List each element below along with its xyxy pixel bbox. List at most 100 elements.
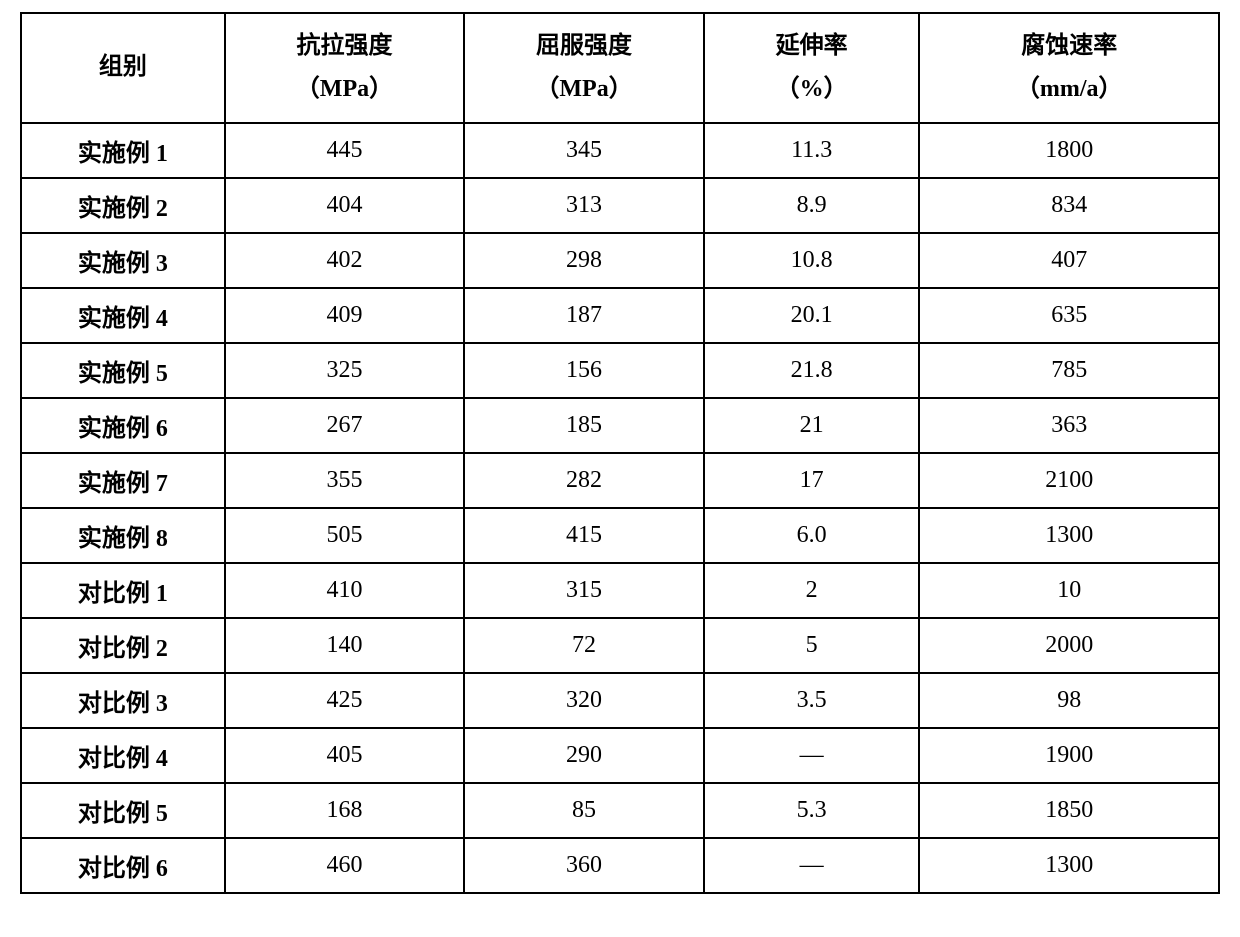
cell-corrosion: 785 bbox=[919, 343, 1219, 398]
cell-elongation: 5.3 bbox=[704, 783, 920, 838]
cell-yield: 345 bbox=[464, 123, 704, 178]
header-label: 抗拉强度 bbox=[296, 33, 392, 59]
cell-yield: 360 bbox=[464, 838, 704, 893]
cell-corrosion: 1900 bbox=[919, 728, 1219, 783]
cell-group-label: 实施例 8 bbox=[21, 508, 225, 563]
data-table: 组别 抗拉强度 （MPa） 屈服强度 （MPa） 延伸率 （%） 腐蚀速率 （m… bbox=[20, 12, 1220, 894]
table-row: 实施例 144534511.31800 bbox=[21, 123, 1219, 178]
cell-yield: 320 bbox=[464, 673, 704, 728]
cell-tensile: 405 bbox=[225, 728, 465, 783]
cell-elongation: 10.8 bbox=[704, 233, 920, 288]
table-row: 实施例 340229810.8407 bbox=[21, 233, 1219, 288]
header-unit: （MPa） bbox=[296, 76, 393, 102]
table-row: 实施例 626718521363 bbox=[21, 398, 1219, 453]
table-row: 实施例 440918720.1635 bbox=[21, 288, 1219, 343]
header-label: 组别 bbox=[99, 54, 147, 80]
header-unit: （MPa） bbox=[535, 76, 632, 102]
header-elongation: 延伸率 （%） bbox=[704, 13, 920, 123]
cell-yield: 290 bbox=[464, 728, 704, 783]
table-row: 对比例 5168855.31850 bbox=[21, 783, 1219, 838]
header-corrosion: 腐蚀速率 （mm/a） bbox=[919, 13, 1219, 123]
cell-tensile: 140 bbox=[225, 618, 465, 673]
table-row: 实施例 85054156.01300 bbox=[21, 508, 1219, 563]
header-label: 屈服强度 bbox=[536, 33, 632, 59]
cell-group-label: 实施例 4 bbox=[21, 288, 225, 343]
cell-yield: 315 bbox=[464, 563, 704, 618]
header-group: 组别 bbox=[21, 13, 225, 123]
cell-corrosion: 2100 bbox=[919, 453, 1219, 508]
cell-group-label: 实施例 1 bbox=[21, 123, 225, 178]
cell-yield: 313 bbox=[464, 178, 704, 233]
table-row: 对比例 1410315210 bbox=[21, 563, 1219, 618]
table-row: 对比例 6460360—1300 bbox=[21, 838, 1219, 893]
cell-elongation: 11.3 bbox=[704, 123, 920, 178]
cell-group-label: 对比例 5 bbox=[21, 783, 225, 838]
cell-group-label: 实施例 2 bbox=[21, 178, 225, 233]
cell-yield: 85 bbox=[464, 783, 704, 838]
cell-elongation: 2 bbox=[704, 563, 920, 618]
cell-tensile: 267 bbox=[225, 398, 465, 453]
header-tensile: 抗拉强度 （MPa） bbox=[225, 13, 465, 123]
cell-elongation: — bbox=[704, 728, 920, 783]
cell-corrosion: 1850 bbox=[919, 783, 1219, 838]
cell-group-label: 对比例 6 bbox=[21, 838, 225, 893]
cell-yield: 185 bbox=[464, 398, 704, 453]
cell-tensile: 410 bbox=[225, 563, 465, 618]
cell-elongation: 20.1 bbox=[704, 288, 920, 343]
cell-elongation: 17 bbox=[704, 453, 920, 508]
cell-tensile: 402 bbox=[225, 233, 465, 288]
cell-corrosion: 1300 bbox=[919, 838, 1219, 893]
cell-tensile: 325 bbox=[225, 343, 465, 398]
cell-tensile: 355 bbox=[225, 453, 465, 508]
cell-group-label: 实施例 6 bbox=[21, 398, 225, 453]
cell-group-label: 实施例 5 bbox=[21, 343, 225, 398]
cell-corrosion: 2000 bbox=[919, 618, 1219, 673]
cell-elongation: — bbox=[704, 838, 920, 893]
cell-elongation: 3.5 bbox=[704, 673, 920, 728]
table-row: 实施例 7355282172100 bbox=[21, 453, 1219, 508]
cell-tensile: 404 bbox=[225, 178, 465, 233]
cell-tensile: 425 bbox=[225, 673, 465, 728]
cell-elongation: 5 bbox=[704, 618, 920, 673]
table-row: 对比例 4405290—1900 bbox=[21, 728, 1219, 783]
cell-tensile: 505 bbox=[225, 508, 465, 563]
table-row: 实施例 24043138.9834 bbox=[21, 178, 1219, 233]
cell-group-label: 对比例 1 bbox=[21, 563, 225, 618]
cell-tensile: 409 bbox=[225, 288, 465, 343]
cell-corrosion: 98 bbox=[919, 673, 1219, 728]
cell-elongation: 6.0 bbox=[704, 508, 920, 563]
cell-corrosion: 363 bbox=[919, 398, 1219, 453]
cell-corrosion: 1800 bbox=[919, 123, 1219, 178]
cell-group-label: 实施例 7 bbox=[21, 453, 225, 508]
cell-corrosion: 407 bbox=[919, 233, 1219, 288]
cell-yield: 282 bbox=[464, 453, 704, 508]
cell-elongation: 21 bbox=[704, 398, 920, 453]
cell-tensile: 168 bbox=[225, 783, 465, 838]
header-unit: （mm/a） bbox=[1016, 76, 1123, 102]
cell-group-label: 对比例 4 bbox=[21, 728, 225, 783]
header-yield: 屈服强度 （MPa） bbox=[464, 13, 704, 123]
cell-group-label: 对比例 3 bbox=[21, 673, 225, 728]
cell-yield: 298 bbox=[464, 233, 704, 288]
cell-corrosion: 10 bbox=[919, 563, 1219, 618]
cell-corrosion: 635 bbox=[919, 288, 1219, 343]
cell-tensile: 445 bbox=[225, 123, 465, 178]
cell-yield: 187 bbox=[464, 288, 704, 343]
cell-elongation: 8.9 bbox=[704, 178, 920, 233]
table-row: 实施例 532515621.8785 bbox=[21, 343, 1219, 398]
cell-yield: 415 bbox=[464, 508, 704, 563]
header-unit: （%） bbox=[776, 76, 848, 102]
cell-yield: 72 bbox=[464, 618, 704, 673]
cell-yield: 156 bbox=[464, 343, 704, 398]
table-row: 对比例 21407252000 bbox=[21, 618, 1219, 673]
header-label: 延伸率 bbox=[776, 33, 848, 59]
header-label: 腐蚀速率 bbox=[1021, 33, 1117, 59]
cell-corrosion: 1300 bbox=[919, 508, 1219, 563]
cell-tensile: 460 bbox=[225, 838, 465, 893]
cell-group-label: 对比例 2 bbox=[21, 618, 225, 673]
table-header-row: 组别 抗拉强度 （MPa） 屈服强度 （MPa） 延伸率 （%） 腐蚀速率 （m… bbox=[21, 13, 1219, 123]
cell-corrosion: 834 bbox=[919, 178, 1219, 233]
cell-group-label: 实施例 3 bbox=[21, 233, 225, 288]
table-body: 实施例 144534511.31800实施例 24043138.9834实施例 … bbox=[21, 123, 1219, 893]
table-row: 对比例 34253203.598 bbox=[21, 673, 1219, 728]
